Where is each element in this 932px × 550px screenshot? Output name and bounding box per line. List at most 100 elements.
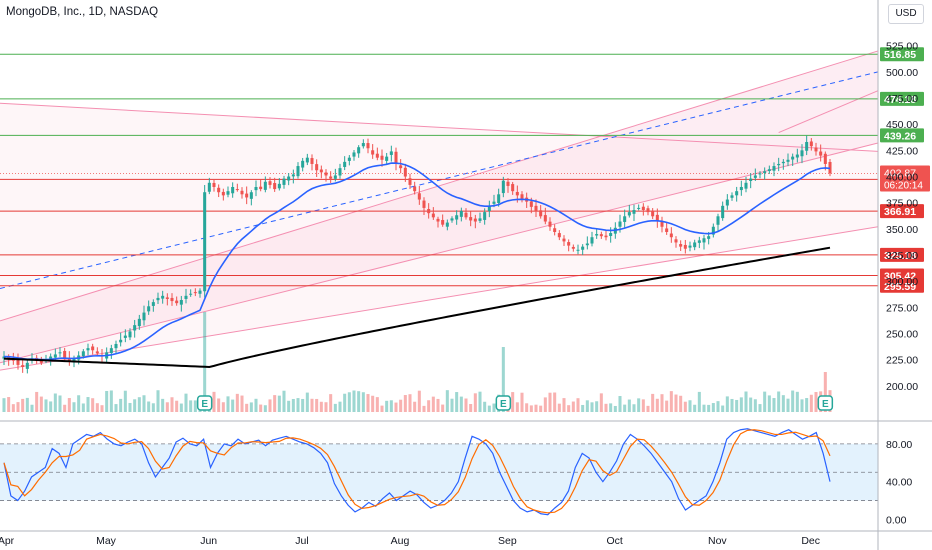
time-tick-label: May (96, 535, 117, 547)
candle-body (203, 192, 207, 292)
level-tag-label: 474.18 (884, 94, 916, 106)
volume-bar (86, 397, 90, 412)
volume-bar (693, 404, 697, 412)
candle-body (492, 201, 496, 204)
candle-body (585, 243, 589, 246)
countdown-label: 06:20:14 (884, 181, 923, 192)
candle-body (632, 210, 636, 214)
candle-body (212, 182, 216, 187)
candle-body (189, 293, 193, 295)
price-tick-label: 425.00 (886, 145, 918, 157)
time-tick-label: Aug (391, 535, 410, 547)
volume-bar (119, 398, 123, 412)
candle-body (464, 212, 468, 218)
volume-bar (399, 399, 403, 412)
candle-body (646, 208, 650, 213)
volume-bar (291, 398, 295, 412)
volume-bar (352, 390, 356, 412)
volume-bars (2, 312, 832, 412)
volume-bar (329, 394, 333, 412)
volume-bar (441, 404, 445, 412)
earnings-marker (817, 395, 834, 411)
candle-body (347, 157, 351, 161)
candle-body (641, 206, 645, 211)
candle-body (557, 233, 561, 238)
candle-body (679, 244, 683, 247)
volume-bar (730, 398, 734, 412)
price-tick-label: 350.00 (886, 224, 918, 236)
candle-body (375, 153, 379, 158)
candle-body (455, 215, 459, 220)
volume-bar (777, 391, 781, 412)
volume-bar (791, 390, 795, 412)
volume-bar (697, 391, 701, 412)
candle-body (343, 161, 347, 167)
volume-bar (343, 393, 347, 412)
candle-body (809, 141, 813, 147)
volume-bar (240, 395, 244, 412)
volume-bar (595, 401, 599, 412)
level-tag (880, 47, 924, 62)
candle-body (357, 147, 361, 154)
stoch-tick-label: 80.00 (886, 439, 912, 451)
candle-body (767, 169, 771, 171)
volume-bar (39, 396, 43, 412)
volume-bar (305, 392, 309, 412)
candle-body (193, 292, 197, 294)
mid-channel-fill (0, 103, 878, 371)
volume-bar (763, 391, 767, 412)
candle-body (450, 218, 454, 221)
volume-bar (133, 399, 137, 412)
volume-bar (805, 398, 809, 412)
volume-bar (161, 398, 165, 412)
candle-body (249, 192, 253, 199)
candle-body (623, 216, 627, 222)
candle-body (123, 335, 127, 338)
volume-bar (814, 392, 818, 412)
volume-bar (455, 392, 459, 412)
volume-bar (767, 395, 771, 412)
volume-bar (2, 398, 6, 412)
candle-body (441, 219, 445, 225)
stoch-tick-label: 0.00 (886, 514, 907, 526)
volume-bar (758, 404, 762, 412)
volume-bar (366, 394, 370, 412)
volume-bar (632, 404, 636, 412)
candle-body (637, 207, 641, 209)
volume-bar (637, 398, 641, 412)
candle-body (716, 216, 720, 225)
price-tick-label: 275.00 (886, 302, 918, 314)
upper-channel-fill (0, 50, 878, 363)
candle-body (380, 155, 384, 160)
short-channel-line (778, 90, 879, 134)
volume-bar (212, 391, 216, 412)
volume-bar (604, 403, 608, 412)
volume-bar (77, 395, 81, 412)
horizontal-levels[interactable]: 516.85474.18439.26397.26366.91325.18305.… (0, 47, 930, 293)
price-tick-label: 400.00 (886, 172, 918, 184)
candle-body (795, 154, 799, 158)
candle-body (660, 221, 664, 227)
volume-bar (744, 391, 748, 412)
time-tick-label: Jul (295, 535, 308, 547)
current-price-label: 402.87 (884, 168, 916, 180)
candle-body (338, 168, 342, 176)
volume-bar (21, 398, 25, 412)
volume-bar (338, 401, 342, 412)
volume-bar (137, 397, 141, 412)
volume-bar (128, 402, 132, 412)
candle-body (156, 297, 160, 301)
candle-body (366, 143, 370, 149)
volume-bar (58, 395, 62, 412)
candle-body (735, 191, 739, 196)
level-tag-label: 295.59 (884, 281, 916, 293)
candle-body (277, 183, 281, 189)
volume-bar (501, 347, 505, 412)
stoch-tick-label: 40.00 (886, 477, 912, 489)
candle-body (739, 186, 743, 191)
candle-body (763, 171, 767, 174)
currency-button[interactable]: USD (888, 4, 924, 24)
candle-body (422, 200, 426, 208)
